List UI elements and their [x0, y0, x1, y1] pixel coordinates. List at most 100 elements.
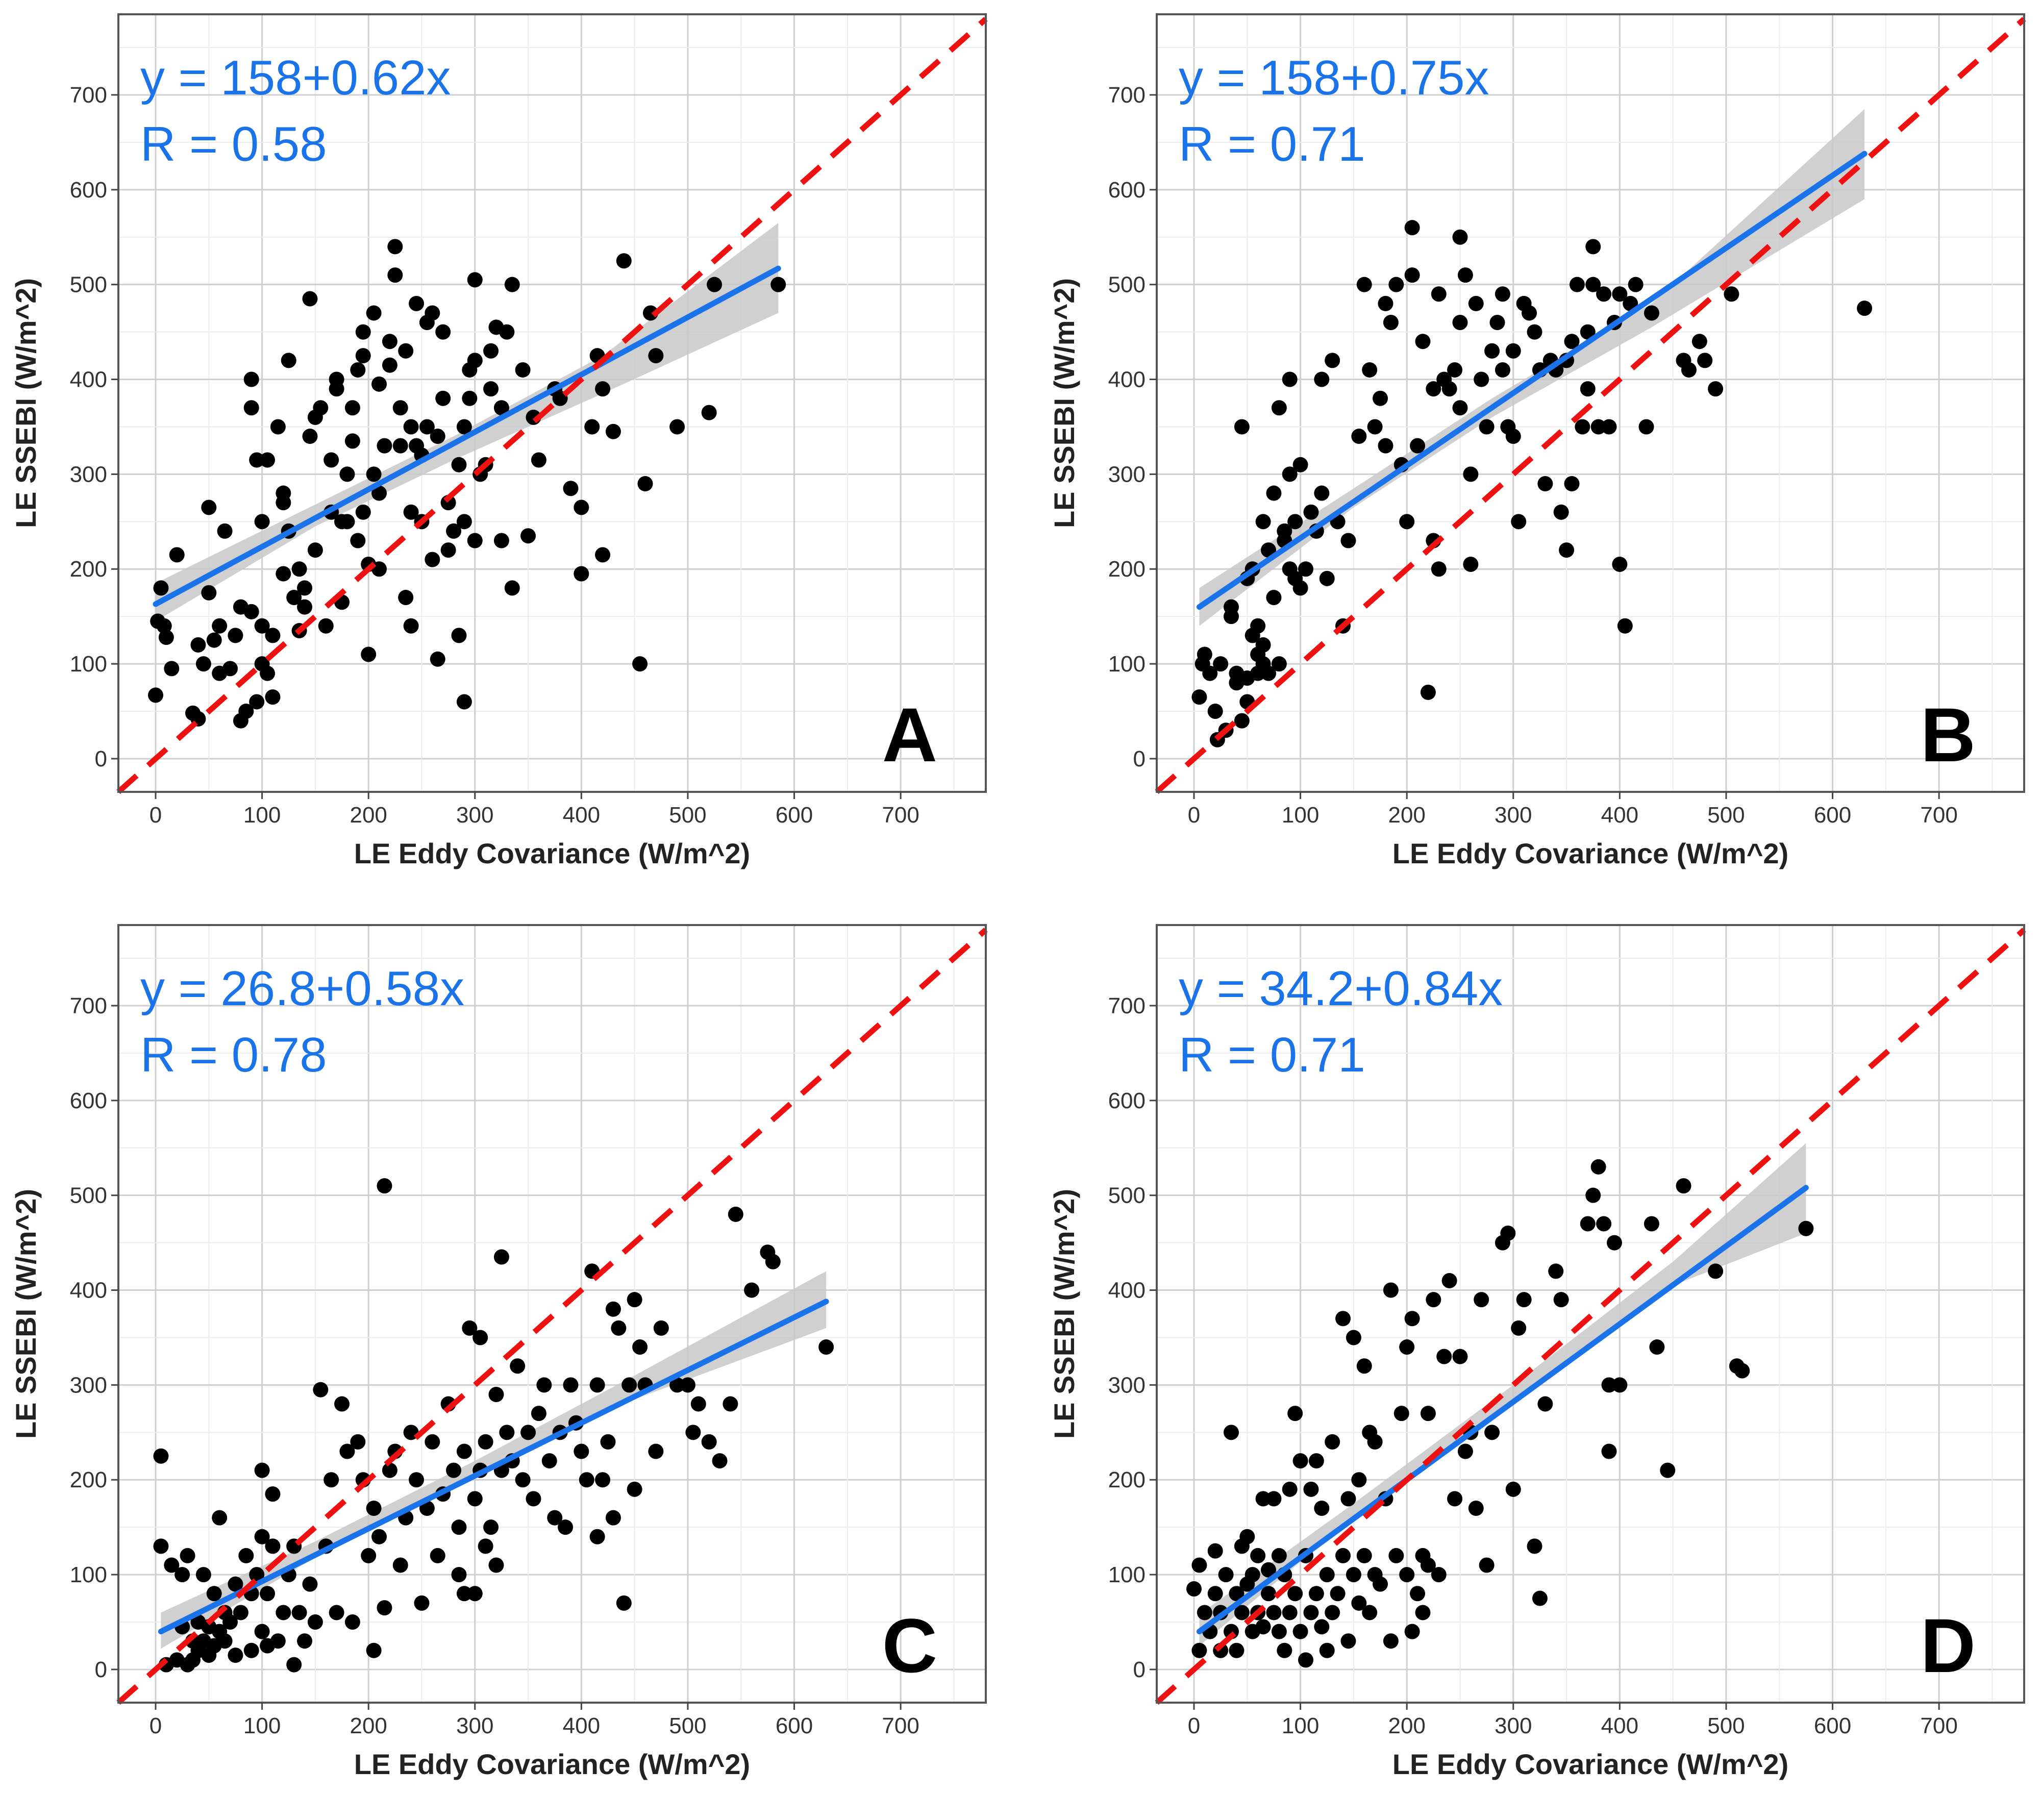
data-point — [318, 618, 334, 634]
data-point — [685, 1425, 701, 1440]
data-point — [233, 1605, 248, 1620]
data-point — [276, 1605, 291, 1620]
data-point — [440, 542, 456, 558]
x-tick-label: 600 — [776, 1713, 813, 1738]
data-point — [1303, 1481, 1319, 1497]
data-point — [1383, 1633, 1399, 1649]
chart-d: 0 100 200 300 400 500 600 700 0 100 200 300 400 500 60… — [1048, 924, 2026, 1780]
data-point — [286, 590, 302, 605]
y-axis-title: LE SSEBI (W/m^2) — [1048, 278, 1080, 528]
confidence-band — [1199, 1143, 1806, 1646]
data-point — [515, 1472, 531, 1488]
data-point — [1431, 1567, 1447, 1583]
data-point — [206, 1586, 222, 1602]
x-tick-label: 0 — [150, 1713, 162, 1738]
y-tick-label: 100 — [70, 652, 107, 677]
data-point — [1404, 267, 1420, 283]
regression-equation: y = 26.8+0.58x — [140, 961, 464, 1016]
plot-frame — [117, 13, 987, 793]
data-point — [1569, 277, 1585, 292]
data-point — [1298, 1652, 1314, 1668]
data-point — [1287, 514, 1303, 530]
data-point — [1612, 1377, 1628, 1393]
data-point — [175, 1567, 190, 1583]
data-point — [605, 1301, 621, 1317]
data-point — [1346, 1567, 1361, 1583]
x-tick-label: 0 — [1188, 1713, 1200, 1738]
data-point — [195, 656, 211, 672]
x-tick-label: 700 — [1920, 803, 1957, 828]
y-axis: 0 100 200 300 400 500 600 700 — [1108, 993, 1157, 1682]
data-point — [1314, 371, 1330, 387]
chart-a: 0 100 200 300 400 500 600 700 0 100 200 300 400 500 60… — [10, 13, 988, 869]
data-point — [541, 1453, 557, 1469]
data-point — [238, 704, 254, 719]
data-point — [238, 1548, 254, 1563]
regression-line — [1196, 1185, 1809, 1635]
y-tick-label: 400 — [1108, 1278, 1146, 1303]
data-point — [1590, 1159, 1606, 1175]
data-point — [1362, 1605, 1378, 1620]
data-point — [403, 419, 419, 435]
x-tick-label: 500 — [1707, 803, 1745, 828]
x-tick-label: 100 — [1282, 803, 1319, 828]
data-point — [361, 1548, 377, 1563]
data-point — [1553, 1292, 1569, 1308]
data-point — [1351, 1472, 1367, 1488]
y-tick-label: 300 — [70, 462, 107, 487]
data-point — [435, 324, 451, 340]
data-point — [579, 1472, 594, 1488]
data-point — [329, 371, 344, 387]
data-point — [1505, 1481, 1521, 1497]
data-point — [446, 1462, 462, 1478]
data-point — [1500, 1226, 1516, 1241]
data-point — [1644, 305, 1659, 321]
data-point — [1207, 1586, 1223, 1602]
x-tick-label: 500 — [669, 1713, 706, 1738]
data-point — [212, 618, 228, 634]
data-point — [430, 1548, 445, 1563]
correlation-label: R = 0.71 — [1179, 117, 1365, 171]
data-point — [270, 419, 286, 435]
data-point — [616, 1595, 632, 1611]
x-tick-label: 300 — [1495, 803, 1532, 828]
data-point — [1511, 514, 1527, 530]
y-tick-label: 600 — [70, 178, 107, 203]
data-point — [291, 561, 307, 577]
data-point — [1857, 301, 1873, 316]
data-point — [1724, 286, 1739, 302]
data-point — [403, 504, 419, 520]
data-point — [366, 1642, 382, 1658]
data-point — [493, 400, 509, 416]
data-point — [1340, 1491, 1356, 1507]
data-point — [605, 423, 621, 439]
data-point — [493, 1249, 509, 1265]
data-point — [243, 1642, 259, 1658]
data-point — [627, 1481, 642, 1497]
data-point — [228, 1576, 243, 1592]
data-point — [1420, 1406, 1436, 1422]
data-point — [249, 694, 265, 710]
data-point — [371, 376, 387, 392]
data-point — [366, 1501, 382, 1516]
data-point — [456, 419, 472, 435]
data-point — [1282, 371, 1298, 387]
data-point — [1335, 1548, 1351, 1563]
data-point — [1404, 1624, 1420, 1639]
data-point — [1708, 381, 1724, 397]
data-point — [425, 552, 440, 567]
data-point — [1697, 353, 1713, 368]
data-point — [712, 1453, 728, 1469]
plot-background — [1157, 925, 2024, 1703]
y-tick-label: 100 — [70, 1562, 107, 1587]
data-point — [488, 1557, 504, 1573]
data-point — [669, 419, 685, 435]
data-point — [456, 1586, 472, 1602]
x-tick-label: 400 — [563, 1713, 600, 1738]
data-point — [1340, 1633, 1356, 1649]
data-point — [366, 466, 382, 482]
data-point — [1303, 504, 1319, 520]
data-point — [467, 1491, 483, 1507]
data-point — [1452, 400, 1468, 416]
data-point — [339, 466, 355, 482]
